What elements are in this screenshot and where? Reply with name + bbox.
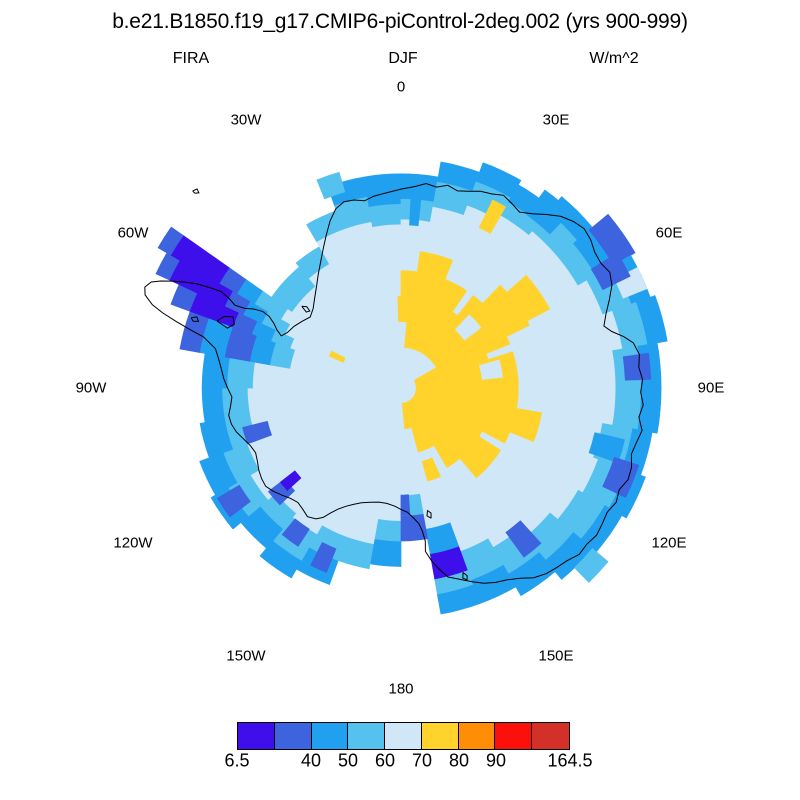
grid-cell-patch <box>602 456 640 498</box>
grid-cell-patch <box>622 352 652 381</box>
colorbar-cell <box>274 723 312 749</box>
coastline-path <box>426 509 432 519</box>
lon-label-30E: 30E <box>542 111 570 129</box>
colorbar-tick-60: 60 <box>374 750 396 771</box>
colorbar-tick-80: 80 <box>448 750 470 771</box>
lon-label-60E: 60E <box>655 224 683 242</box>
colorbar-cell <box>348 723 386 749</box>
colorbar-cell <box>421 723 459 749</box>
colorbar-tick-6.5: 6.5 <box>224 750 250 771</box>
grid-cell <box>201 387 226 423</box>
lon-label-150E: 150E <box>538 647 574 665</box>
grid-cell-patch <box>328 350 346 363</box>
grid-cell-patch <box>505 520 542 558</box>
lon-label-120E: 120E <box>651 534 687 552</box>
grid-cell <box>373 518 402 542</box>
grid-cell-patch <box>401 367 443 429</box>
lon-label-120W: 120W <box>113 534 153 552</box>
grid-cell-patch <box>316 171 346 200</box>
colorbar-cell <box>495 723 533 749</box>
coastline-path <box>190 316 200 322</box>
lon-label-180: 180 <box>388 680 414 698</box>
lon-label-0: 0 <box>396 78 406 96</box>
grid-cell-patch <box>478 199 506 234</box>
grid-cell <box>227 357 256 389</box>
colorbar-cell <box>311 723 349 749</box>
grid-cell-patch <box>454 314 482 341</box>
variable-label: FIRA <box>172 50 210 67</box>
lon-label-60W: 60W <box>117 224 149 242</box>
coastline-path <box>144 182 644 584</box>
grid-cell-patch <box>310 542 337 573</box>
colorbar-tick-50: 50 <box>337 750 359 771</box>
grid-cell-patch <box>526 189 572 235</box>
grid-cell-patch <box>216 484 251 518</box>
plot-title: b.e21.B1850.f19_g17.CMIP6-piControl-2deg… <box>112 10 688 33</box>
colorbar-tick-70: 70 <box>411 750 433 771</box>
grid-cell-patch <box>588 432 626 464</box>
colorbar-cell <box>385 723 422 749</box>
colorbar-tick-90: 90 <box>485 750 507 771</box>
lon-label-90W: 90W <box>75 379 107 397</box>
grid-cell-patch <box>281 518 310 547</box>
colorbar-cell <box>532 723 569 749</box>
colorbar-tick-164.5: 164.5 <box>547 750 593 771</box>
lon-label-150W: 150W <box>226 647 266 665</box>
lon-label-30W: 30W <box>230 111 262 129</box>
coastline-path <box>192 188 200 194</box>
colorbar-cell <box>238 723 275 749</box>
colorbar <box>237 722 570 750</box>
grid-cell-patch <box>574 548 609 583</box>
colorbar-cell <box>458 723 496 749</box>
grid-cell-patch <box>478 359 503 380</box>
season-label: DJF <box>388 50 418 67</box>
grid-cell-patch <box>400 494 411 516</box>
grid-cell-patch <box>409 194 422 227</box>
coastline-path <box>301 305 311 313</box>
coastline <box>144 182 644 584</box>
grid-cell <box>369 538 402 567</box>
grid-cell <box>611 387 642 431</box>
coastline-path <box>216 315 235 329</box>
grid-cell <box>368 204 402 228</box>
grid-cell-patch <box>242 420 273 445</box>
lon-label-90E: 90E <box>697 379 725 397</box>
grid-cell-patch <box>421 457 441 482</box>
coastline-path <box>462 571 468 581</box>
colorbar-tick-40: 40 <box>300 750 322 771</box>
grid-cell-patch <box>279 470 302 491</box>
map-cells <box>155 161 668 615</box>
units-label: W/m^2 <box>589 50 639 67</box>
grid-cell <box>222 387 251 420</box>
grid-cell-patch <box>590 252 631 291</box>
